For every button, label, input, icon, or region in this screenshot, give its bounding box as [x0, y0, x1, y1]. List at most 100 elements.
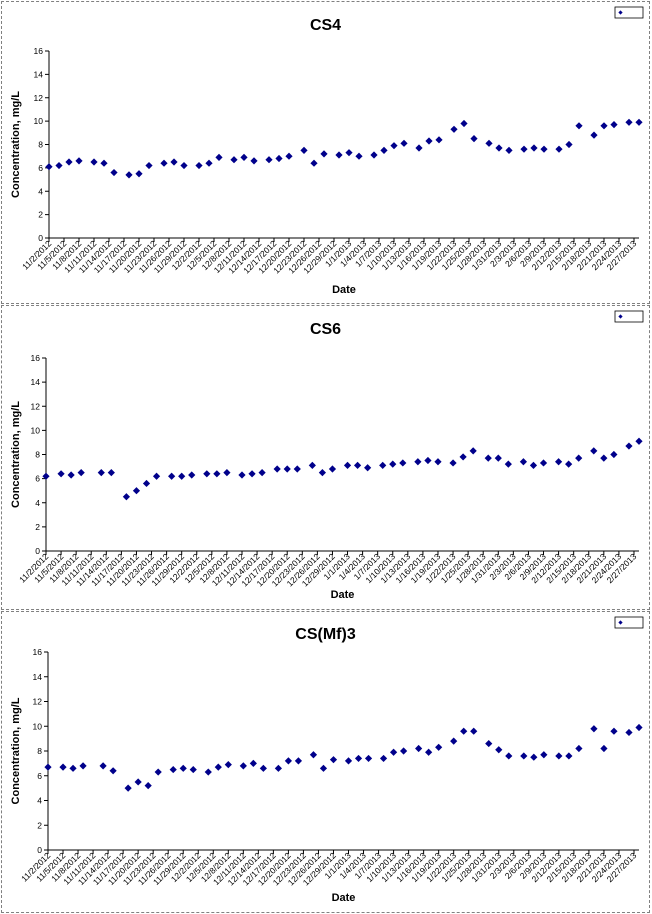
- data-point: [249, 759, 257, 767]
- data-point: [248, 470, 256, 478]
- data-point: [435, 136, 443, 144]
- data-point: [354, 754, 363, 763]
- y-tick-label: 6: [38, 163, 43, 173]
- y-tick-label: 2: [35, 522, 40, 532]
- data-point: [152, 472, 161, 480]
- data-point: [329, 756, 338, 764]
- data-point: [530, 144, 538, 152]
- data-point: [205, 159, 213, 167]
- data-point: [364, 464, 372, 472]
- data-point: [99, 762, 107, 770]
- y-tick-label: 0: [35, 546, 40, 556]
- data-point: [520, 752, 528, 760]
- data-point: [610, 121, 618, 129]
- chart-panel-csmf3: CS(Mf)3 0 2 4 6 8 10 12 14 16 11/2/2012 11/5/2012 11…: [1, 611, 650, 913]
- data-point: [370, 151, 378, 159]
- y-tick-label: 16: [34, 46, 44, 56]
- data-point: [484, 454, 492, 462]
- data-point: [195, 161, 203, 170]
- y-tick-label: 14: [31, 377, 41, 387]
- data-point: [283, 465, 291, 473]
- data-point: [122, 493, 131, 501]
- data-point: [145, 161, 153, 170]
- data-point: [389, 460, 397, 468]
- data-point: [110, 168, 118, 177]
- data-point: [79, 762, 87, 770]
- legend: [614, 616, 644, 629]
- data-point: [575, 744, 583, 753]
- data-point: [600, 744, 608, 753]
- chart-cs4: CS4024681012141611/2/201211/5/201211/8/2…: [10, 6, 644, 296]
- data-point: [319, 764, 328, 772]
- data-point: [554, 458, 563, 466]
- data-point: [540, 751, 548, 759]
- data-point: [44, 763, 52, 771]
- data-point: [590, 447, 598, 455]
- data-point: [75, 157, 83, 165]
- data-point: [258, 468, 266, 477]
- data-point: [45, 163, 53, 171]
- data-point: [400, 747, 408, 755]
- data-point: [379, 461, 387, 469]
- data-point: [345, 149, 353, 157]
- data-point: [142, 479, 151, 488]
- y-tick-label: 8: [37, 746, 42, 756]
- data-point: [215, 153, 223, 161]
- data-point: [160, 159, 168, 167]
- data-point: [435, 743, 443, 751]
- data-point: [107, 468, 115, 477]
- data-point: [69, 764, 77, 772]
- y-tick-label: 2: [37, 820, 42, 830]
- y-tick-label: 10: [31, 425, 41, 435]
- data-point: [189, 765, 197, 774]
- data-point: [273, 465, 281, 473]
- data-point: [168, 472, 176, 480]
- data-point: [540, 145, 548, 153]
- data-point: [154, 768, 162, 776]
- data-point: [505, 146, 513, 154]
- data-point: [600, 122, 608, 130]
- data-point: [399, 459, 407, 467]
- chart-panel-cs6: CS6 0 2 4 6 8 10 12 14 16 11/2/2012 11/5/2012 11/8/2…: [1, 305, 650, 610]
- data-point: [625, 118, 633, 126]
- data-point: [590, 131, 598, 139]
- data-point: [100, 159, 108, 167]
- data-point: [529, 461, 538, 469]
- data-point: [169, 765, 177, 774]
- data-point: [495, 746, 503, 754]
- data-point: [275, 154, 283, 163]
- y-axis-label: Concentration, mg/L: [10, 91, 22, 198]
- y-tick-label: 4: [37, 796, 42, 806]
- data-point: [555, 752, 563, 760]
- legend: [614, 310, 644, 323]
- y-tick-label: 2: [38, 210, 43, 220]
- data-point: [505, 752, 513, 760]
- data-point: [485, 139, 493, 147]
- data-point: [424, 456, 432, 465]
- data-point: [55, 161, 63, 170]
- data-point: [610, 727, 618, 735]
- y-tick-label: 10: [33, 721, 43, 731]
- data-point: [530, 753, 538, 761]
- data-point: [124, 784, 132, 792]
- data-point: [335, 151, 343, 159]
- data-point: [459, 453, 467, 461]
- data-point: [224, 761, 232, 769]
- data-point: [520, 145, 528, 153]
- data-point: [170, 158, 178, 166]
- data-point: [470, 727, 478, 735]
- data-point: [415, 144, 423, 152]
- y-tick-label: 4: [38, 186, 43, 196]
- data-point: [238, 471, 246, 479]
- data-point: [565, 460, 573, 468]
- y-tick-label: 6: [35, 474, 40, 484]
- data-point: [77, 468, 85, 477]
- data-point: [414, 458, 422, 466]
- data-point: [259, 764, 267, 772]
- data-point: [230, 156, 238, 164]
- data-point: [344, 757, 353, 765]
- data-point: [204, 768, 212, 776]
- data-point: [310, 159, 318, 167]
- data-point: [494, 454, 502, 462]
- data-point: [265, 156, 273, 164]
